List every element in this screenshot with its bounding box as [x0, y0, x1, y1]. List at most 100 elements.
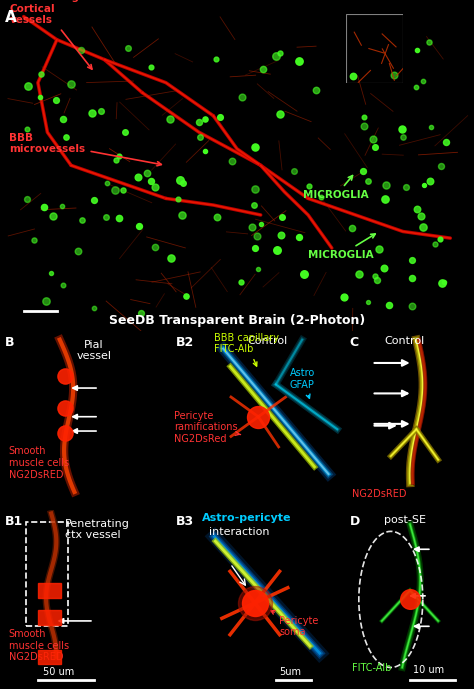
Point	[67, 79, 74, 90]
Point	[251, 243, 259, 254]
Point	[58, 200, 65, 212]
Point	[364, 176, 372, 187]
Text: B2: B2	[176, 336, 194, 349]
Text: C: C	[350, 336, 359, 349]
Point	[349, 71, 356, 82]
Point	[166, 113, 173, 124]
Point	[152, 182, 159, 193]
Point	[59, 280, 67, 291]
Point	[399, 132, 407, 143]
Point	[116, 213, 123, 224]
Text: Astro-pericyte: Astro-pericyte	[202, 513, 292, 523]
Point	[47, 267, 55, 278]
Point	[195, 116, 203, 127]
Text: Pericyte
soma: Pericyte soma	[271, 610, 319, 637]
Point	[103, 178, 111, 189]
Point	[253, 231, 261, 242]
Point	[178, 209, 186, 220]
Point	[360, 165, 367, 176]
Text: Control: Control	[247, 336, 287, 346]
Point	[40, 202, 48, 213]
Point	[385, 300, 393, 311]
Text: B3: B3	[176, 515, 194, 528]
Point	[116, 151, 123, 162]
Point	[360, 112, 367, 123]
Point	[361, 121, 368, 132]
Point	[341, 291, 348, 302]
Point	[90, 302, 98, 313]
Point	[137, 307, 145, 318]
Point	[391, 70, 398, 81]
Point	[428, 121, 435, 132]
Point	[78, 214, 86, 225]
Point	[371, 141, 379, 152]
Point	[417, 210, 425, 221]
Point	[413, 45, 421, 56]
Text: Smooth
muscle cells
NG2DsRED: Smooth muscle cells NG2DsRED	[9, 629, 69, 662]
Text: Pial
vessel: Pial vessel	[76, 340, 111, 361]
Point	[375, 243, 383, 254]
Point	[238, 91, 246, 102]
Point	[36, 91, 44, 102]
Point	[136, 220, 143, 232]
Text: SeeDB Transparent Brain (2-Photon): SeeDB Transparent Brain (2-Photon)	[109, 314, 365, 327]
Point	[119, 185, 127, 196]
Point	[201, 113, 208, 124]
Point	[442, 137, 450, 148]
Point	[399, 123, 406, 134]
Point	[382, 179, 390, 190]
Point	[425, 37, 433, 48]
Point	[300, 268, 308, 279]
Point	[348, 223, 356, 234]
Point	[143, 168, 151, 179]
Bar	[37, 650, 62, 664]
Point	[355, 269, 363, 280]
Text: Penetrating
ctx vessel: Penetrating ctx vessel	[65, 519, 130, 540]
Point	[296, 56, 303, 67]
Point	[74, 245, 82, 256]
Text: interaction: interaction	[209, 527, 270, 537]
Point	[260, 63, 267, 74]
Text: MICROGLIA: MICROGLIA	[308, 234, 375, 260]
Text: Smooth
muscle cells
NG2DsRED: Smooth muscle cells NG2DsRED	[9, 446, 69, 480]
Bar	[26, 522, 68, 626]
Point	[312, 85, 319, 96]
Text: BBB capillary
FITC-Alb: BBB capillary FITC-Alb	[214, 333, 280, 366]
Point	[251, 183, 259, 194]
Point	[373, 274, 381, 285]
Point	[419, 76, 427, 87]
Text: Control: Control	[384, 336, 425, 346]
Point	[61, 402, 69, 413]
Point	[365, 296, 372, 307]
Bar	[37, 610, 62, 624]
Point	[112, 154, 120, 165]
Point	[412, 81, 419, 92]
Point	[49, 211, 57, 222]
Point	[91, 195, 98, 206]
Point	[258, 218, 265, 229]
Point	[182, 291, 190, 302]
Text: Pericyte
ramifications
NG2DsRed: Pericyte ramifications NG2DsRed	[174, 411, 241, 444]
Point	[438, 278, 446, 289]
Point	[251, 142, 258, 153]
Point	[174, 194, 182, 205]
Point	[216, 111, 223, 122]
Point	[255, 411, 262, 422]
Point	[251, 597, 259, 608]
Point	[59, 114, 67, 125]
Point	[151, 241, 159, 252]
Text: BBB
microvessels: BBB microvessels	[9, 132, 161, 166]
Point	[440, 277, 448, 288]
Point	[177, 174, 184, 185]
Point	[135, 172, 142, 183]
Point	[89, 107, 96, 119]
Point	[437, 161, 445, 172]
Point	[277, 229, 285, 240]
Point	[251, 597, 259, 608]
Text: Penetrating
Cortical
vessels: Penetrating Cortical vessels	[9, 0, 92, 69]
Text: B: B	[5, 336, 15, 349]
Point	[212, 54, 219, 65]
Point	[97, 105, 104, 116]
Point	[147, 62, 155, 73]
Point	[196, 132, 203, 143]
